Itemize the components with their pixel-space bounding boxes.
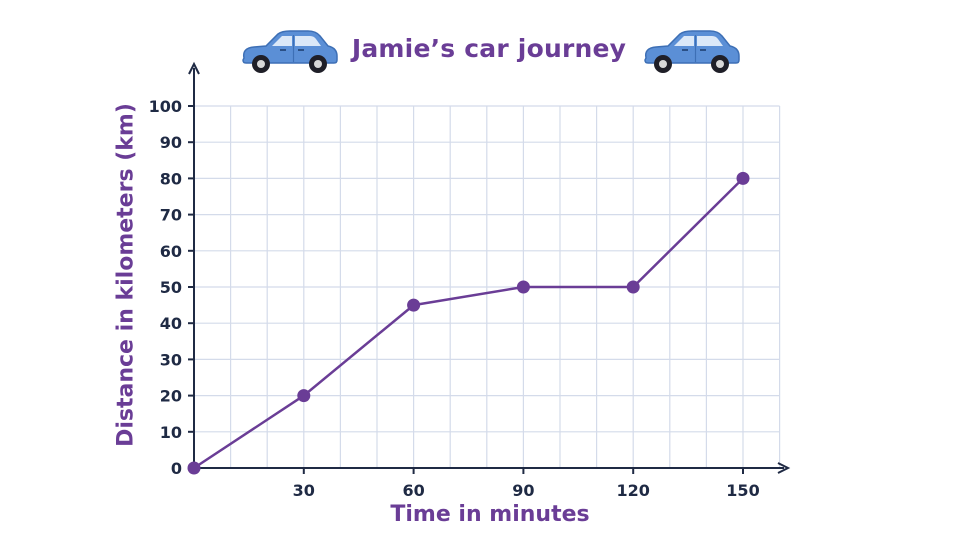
y-tick-label: 90 <box>160 133 182 152</box>
grid <box>194 105 781 468</box>
y-tick-label: 40 <box>160 314 182 333</box>
y-tick-label: 30 <box>160 350 182 369</box>
y-axis-arrow <box>188 61 200 75</box>
axes <box>188 61 791 474</box>
data-point <box>407 298 421 312</box>
series-line <box>193 177 744 470</box>
y-axis-label: Distance in kilometers (km) <box>113 103 139 447</box>
data-point <box>626 280 640 294</box>
y-tick-label: 50 <box>160 278 182 297</box>
x-tick-label: 60 <box>402 481 424 500</box>
y-tick-label: 100 <box>149 97 182 116</box>
x-axis-label: Time in minutes <box>390 502 590 527</box>
x-tick-label: 120 <box>616 481 649 500</box>
y-tick-label: 80 <box>160 169 182 188</box>
data-point <box>736 171 750 185</box>
data-point <box>297 389 311 403</box>
data-point <box>516 280 530 294</box>
y-tick-label: 60 <box>160 242 182 261</box>
x-tick-label: 150 <box>726 481 759 500</box>
series <box>187 171 750 475</box>
y-tick-label: 70 <box>160 206 182 225</box>
y-tick-label: 10 <box>160 423 182 442</box>
y-tick-label: 20 <box>160 387 182 406</box>
x-tick-labels: 30 60 90 120 150 <box>293 481 760 500</box>
data-point <box>187 461 201 475</box>
car-icon-left <box>236 28 340 74</box>
x-axis-arrow <box>777 462 791 474</box>
x-tick-label: 90 <box>512 481 534 500</box>
car-icon-right <box>638 28 742 74</box>
y-tick-labels: 0 10 20 30 40 50 60 70 80 90 100 <box>149 97 182 478</box>
chart-title: Jamie’s car journey <box>351 34 627 63</box>
y-tick-label: 0 <box>171 459 182 478</box>
x-tick-label: 30 <box>293 481 315 500</box>
